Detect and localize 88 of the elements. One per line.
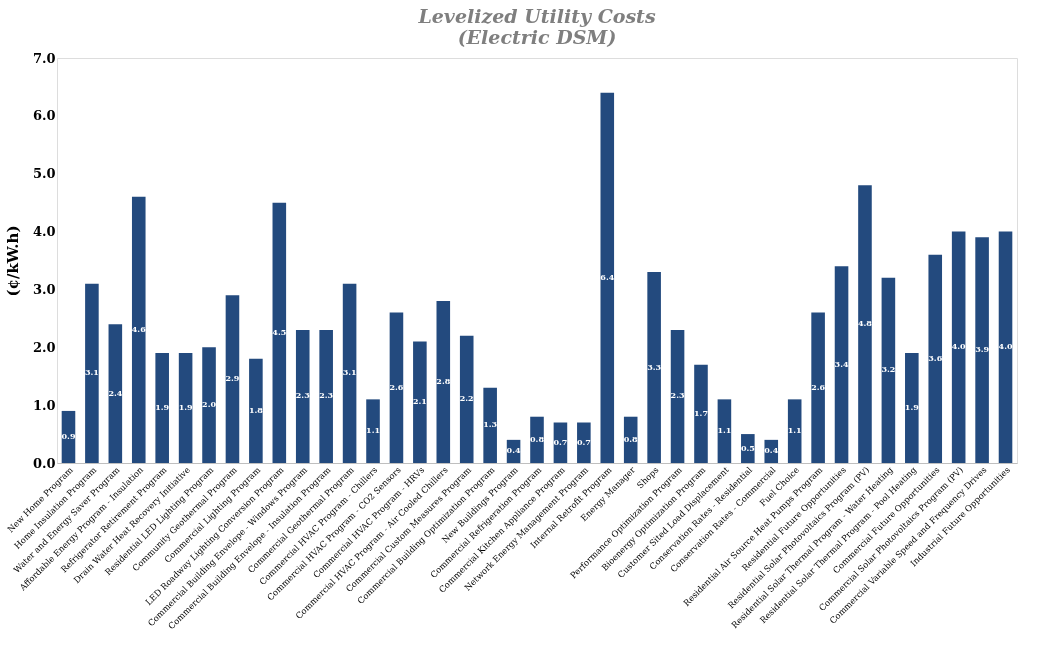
y-tick-label: 7.0 <box>32 50 56 66</box>
data-label: 3.2 <box>881 364 896 375</box>
data-label: 1.9 <box>178 402 193 413</box>
bar <box>225 295 240 463</box>
bar <box>178 353 193 463</box>
bar <box>319 329 333 463</box>
bar <box>459 335 474 463</box>
bar <box>85 283 99 463</box>
data-label: 0.8 <box>530 433 545 444</box>
bar <box>272 202 287 463</box>
bar <box>202 347 216 463</box>
y-axis-title: (¢/kW.h) <box>3 225 22 297</box>
text: Levelized Utility Costs <box>418 5 656 27</box>
bar <box>881 277 896 463</box>
data-label: 2.6 <box>389 381 404 392</box>
bar <box>905 353 919 463</box>
data-label: 3.6 <box>928 352 943 363</box>
data-label: 0.7 <box>553 436 568 447</box>
data-label: 1.1 <box>717 425 732 436</box>
bar <box>483 387 497 463</box>
data-label: 3.4 <box>834 358 849 369</box>
data-label: 1.1 <box>366 425 380 436</box>
y-tick-label: 6.0 <box>32 108 56 124</box>
data-label: 1.8 <box>248 404 264 415</box>
data-label: 2.8 <box>436 376 451 386</box>
bar <box>342 283 357 463</box>
y-tick-label: 0.0 <box>32 455 56 471</box>
bar <box>858 185 872 463</box>
data-label: 2.3 <box>319 390 334 401</box>
data-label: 3.1 <box>342 367 357 378</box>
data-label: 6.4 <box>600 271 615 282</box>
data-label: 2.0 <box>202 399 217 410</box>
bar <box>741 434 755 463</box>
bar <box>530 416 544 463</box>
bar <box>249 358 263 463</box>
data-label: 0.4 <box>764 445 779 456</box>
data-label: 4.0 <box>951 341 967 352</box>
data-label: 3.9 <box>975 344 990 355</box>
data-label: 4.6 <box>131 323 147 334</box>
bar <box>787 399 802 463</box>
data-label: 0.4 <box>506 445 521 456</box>
data-label: 1.9 <box>904 402 920 413</box>
data-label: 2.9 <box>225 373 240 384</box>
bar <box>155 353 169 463</box>
data-label: 1.1 <box>787 425 802 436</box>
bar <box>951 231 966 463</box>
y-tick-label: 3.0 <box>32 281 56 297</box>
bar <box>131 196 146 463</box>
bar <box>975 237 989 463</box>
data-label: 0.9 <box>61 430 76 441</box>
data-label: 1.7 <box>694 407 708 418</box>
bar <box>108 324 123 463</box>
data-label: 1.3 <box>483 419 498 430</box>
data-label: 2.4 <box>108 387 123 398</box>
bar <box>366 399 380 463</box>
bar <box>928 254 943 463</box>
data-label: 4.0 <box>998 341 1013 352</box>
bar <box>413 341 427 463</box>
bar <box>436 301 451 463</box>
bar <box>834 266 849 463</box>
y-tick-label: 2.0 <box>32 339 56 355</box>
bar <box>998 231 1013 463</box>
data-label: 2.3 <box>670 390 685 401</box>
data-label: 3.3 <box>647 361 662 372</box>
bar <box>670 329 685 463</box>
bar <box>717 399 732 463</box>
data-label: 0.8 <box>623 433 639 444</box>
y-tick-label: 4.0 <box>32 224 56 240</box>
bar <box>811 312 825 463</box>
bar <box>694 364 708 463</box>
text: (Electric DSM) <box>457 26 617 48</box>
y-tick-label: 1.0 <box>32 397 56 413</box>
bar <box>577 422 591 463</box>
data-label: 3.1 <box>84 367 99 378</box>
data-label: 4.8 <box>858 318 873 329</box>
data-label: 4.5 <box>272 326 287 337</box>
data-label: 2.2 <box>459 393 474 404</box>
data-label: 1.9 <box>155 402 170 413</box>
data-label: 2.1 <box>412 396 427 407</box>
y-tick-label: 5.0 <box>32 166 56 182</box>
bar <box>647 272 661 463</box>
data-label: 2.3 <box>295 390 311 401</box>
bar <box>389 312 404 463</box>
bar <box>600 92 615 463</box>
data-label: 0.7 <box>576 436 591 447</box>
bar <box>295 329 310 463</box>
data-label: 0.5 <box>740 442 755 453</box>
data-label: 2.6 <box>811 381 826 392</box>
